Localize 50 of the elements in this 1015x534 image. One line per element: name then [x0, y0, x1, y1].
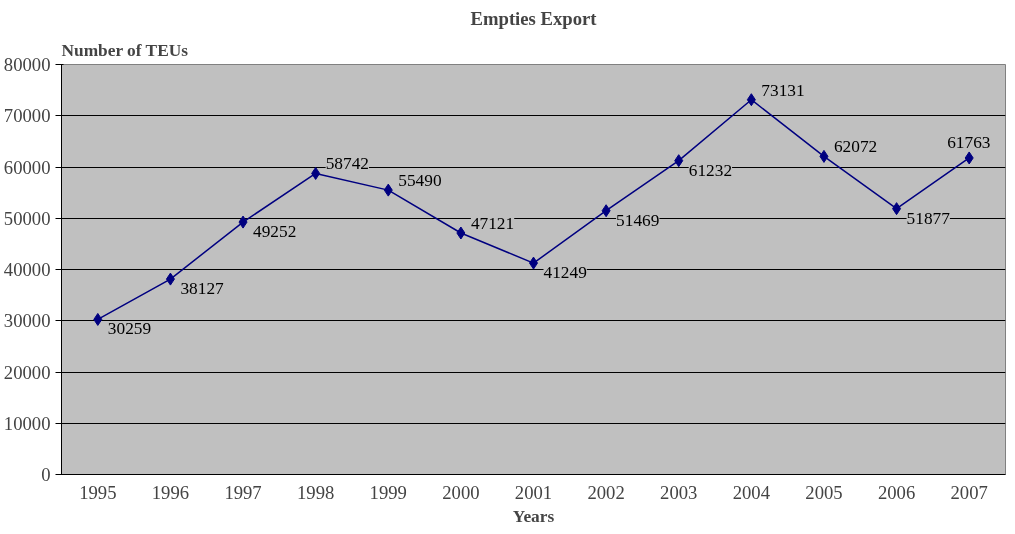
data-label: 61763	[947, 132, 991, 152]
data-label: 47121	[470, 214, 515, 233]
data-label: 58742	[325, 154, 369, 174]
data-label: 51469	[616, 210, 660, 230]
data-label: 62072	[833, 137, 878, 157]
x-tick-label: 1997	[224, 481, 262, 503]
y-tick-label: 50000	[3, 207, 51, 229]
x-tick-label: 1996	[151, 481, 190, 503]
y-tick-label: 0	[41, 464, 51, 485]
y-tick-label: 60000	[3, 156, 51, 178]
data-label: 51877	[906, 208, 951, 228]
x-axis-title: Years	[512, 506, 555, 526]
data-label: 38127	[180, 279, 225, 299]
data-label: 41249	[543, 263, 587, 283]
point	[674, 154, 684, 168]
x-tick-label: 1998	[297, 481, 335, 503]
data-label: 55490	[398, 171, 442, 191]
y-tick-label: 80000	[3, 54, 51, 75]
y-tick-label: 20000	[3, 361, 51, 383]
y-axis-title: Number of TEUs	[61, 40, 189, 60]
point	[456, 226, 466, 240]
data-label: 49252	[253, 222, 297, 242]
y-tick-label: 10000	[3, 412, 51, 434]
x-tick-label: 2001	[514, 481, 553, 503]
x-tick-label: 2006	[877, 481, 916, 503]
x-tick-label: 2000	[442, 481, 480, 503]
x-tick-label: 1995	[79, 481, 117, 503]
point	[819, 149, 829, 163]
point	[601, 204, 611, 218]
point	[383, 183, 393, 197]
chart-title: Empties Export	[470, 7, 598, 29]
point	[238, 215, 248, 229]
x-tick-label: 2004	[732, 481, 771, 503]
data-label: 61232	[688, 160, 733, 180]
point	[311, 166, 321, 180]
data-label: 73131	[761, 80, 805, 100]
x-tick-label: 2005	[805, 481, 843, 503]
x-tick-label: 2002	[587, 481, 625, 503]
x-tick-label: 1999	[369, 481, 407, 503]
x-tick-label: 2007	[950, 481, 988, 503]
point	[964, 151, 974, 165]
x-tick-label: 2003	[660, 481, 698, 503]
point	[892, 202, 902, 216]
y-tick-label: 40000	[3, 259, 51, 280]
point	[165, 272, 175, 286]
y-tick-label: 70000	[3, 105, 51, 127]
data-label: 30259	[107, 319, 152, 339]
point	[746, 93, 756, 107]
y-tick-label: 30000	[3, 310, 51, 332]
point	[93, 312, 103, 326]
